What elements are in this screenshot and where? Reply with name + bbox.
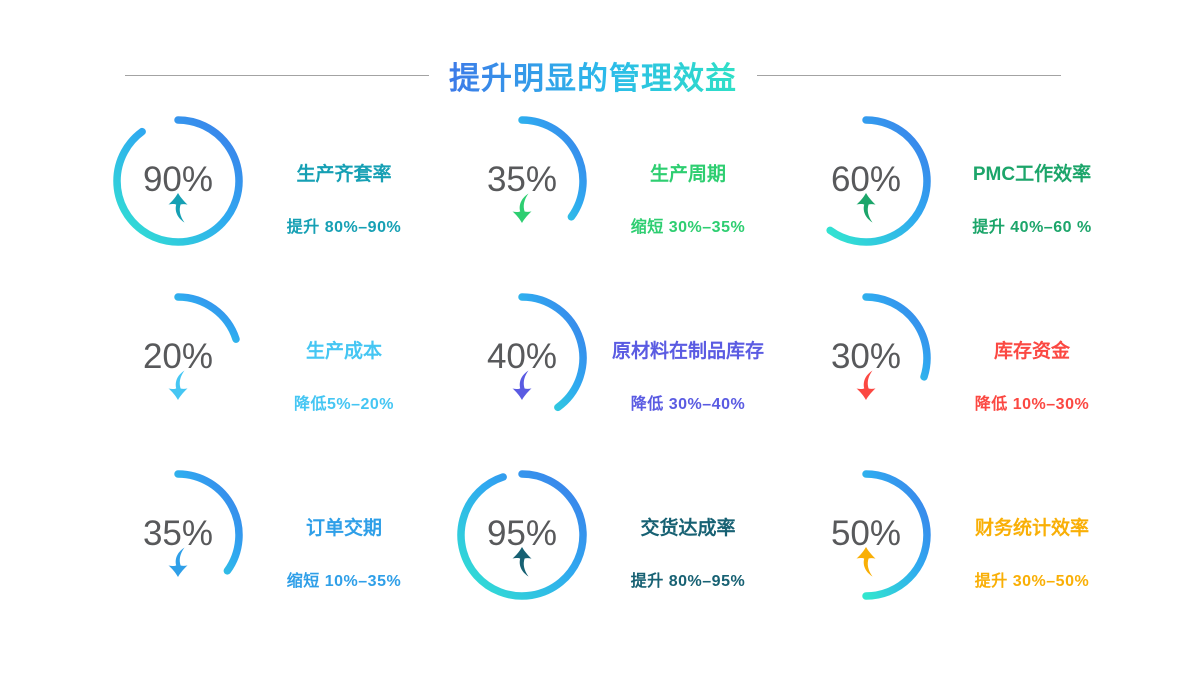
gauge-label: 订单交期 xyxy=(305,518,382,539)
gauge-value: 95% xyxy=(486,514,558,553)
trend-down-icon xyxy=(168,370,188,400)
gauge-info: PMC工作效率 提升 40%–60 % xyxy=(936,115,1128,292)
gauge-card: 90% 生产齐套率 提升 80%–90% xyxy=(112,115,456,292)
gauge-label: PMC工作效率 xyxy=(972,164,1092,185)
gauge-label: 库存资金 xyxy=(993,341,1070,362)
gauge-card: 40% 原材料在制品库存 降低 30%–40% xyxy=(456,292,800,469)
gauge-value: 90% xyxy=(142,160,214,199)
donut-gauge: 20% xyxy=(112,292,244,424)
header-divider-right xyxy=(757,74,1061,76)
gauge-info: 交货达成率 提升 80%–95% xyxy=(592,469,784,646)
gauge-value: 40% xyxy=(486,337,558,376)
gauge-value: 35% xyxy=(486,160,558,199)
gauge-value: 30% xyxy=(830,337,902,376)
gauge-info: 生产成本 降低5%–20% xyxy=(248,292,440,469)
gauge-label: 财务统计效率 xyxy=(974,518,1089,539)
gauge-info: 财务统计效率 提升 30%–50% xyxy=(936,469,1128,646)
gauge-arc xyxy=(174,293,240,343)
gauge-arc xyxy=(862,293,931,381)
gauge-change-text: 缩短 30%–35% xyxy=(630,219,746,236)
gauge-card: 95% 交货达成率 提升 80%–95% xyxy=(456,469,800,646)
gauge-change-text: 降低 10%–30% xyxy=(974,396,1090,413)
gauge-info: 库存资金 降低 10%–30% xyxy=(936,292,1128,469)
trend-up-icon xyxy=(856,193,876,223)
trend-up-icon xyxy=(856,547,876,577)
gauge-value: 20% xyxy=(142,337,214,376)
donut-gauge: 35% xyxy=(456,115,588,247)
gauge-arc xyxy=(518,293,587,412)
gauge-value: 50% xyxy=(830,514,902,553)
gauge-arc xyxy=(113,116,243,246)
trend-down-icon xyxy=(168,547,188,577)
donut-gauge: 90% xyxy=(112,115,244,247)
gauge-arc xyxy=(862,470,931,600)
gauge-card: 50% 财务统计效率 提升 30%–50% xyxy=(800,469,1144,646)
donut-gauge: 30% xyxy=(800,292,932,424)
trend-down-icon xyxy=(856,370,876,400)
gauge-info: 生产周期 缩短 30%–35% xyxy=(592,115,784,292)
trend-up-icon xyxy=(168,193,188,223)
gauge-arc xyxy=(518,116,587,221)
gauge-card: 35% 订单交期 缩短 10%–35% xyxy=(112,469,456,646)
gauge-arc xyxy=(826,116,931,246)
gauge-info: 原材料在制品库存 降低 30%–40% xyxy=(592,292,784,469)
gauge-label: 原材料在制品库存 xyxy=(611,341,764,362)
gauge-change-text: 提升 80%–90% xyxy=(286,219,402,236)
gauge-change-text: 提升 80%–95% xyxy=(630,573,746,590)
gauge-info: 订单交期 缩短 10%–35% xyxy=(248,469,440,646)
gauge-change-text: 提升 30%–50% xyxy=(974,573,1090,590)
gauge-arc xyxy=(457,470,587,600)
donut-gauge: 60% xyxy=(800,115,932,247)
gauge-label: 生产齐套率 xyxy=(296,164,392,185)
page-title: 提升明显的管理效益 xyxy=(449,53,737,98)
gauge-label: 生产周期 xyxy=(649,164,726,185)
gauge-card: 30% 库存资金 降低 10%–30% xyxy=(800,292,1144,469)
gauge-grid: 90% 生产齐套率 提升 80%–90% 35% 生产周期 缩短 30%–35% xyxy=(112,115,1144,646)
gauge-value: 60% xyxy=(830,160,902,199)
donut-gauge: 40% xyxy=(456,292,588,424)
gauge-value: 35% xyxy=(142,514,214,553)
donut-gauge: 35% xyxy=(112,469,244,601)
trend-down-icon xyxy=(512,370,532,400)
gauge-change-text: 提升 40%–60 % xyxy=(972,219,1092,236)
gauge-label: 生产成本 xyxy=(305,341,382,362)
gauge-card: 20% 生产成本 降低5%–20% xyxy=(112,292,456,469)
gauge-arc xyxy=(174,470,243,575)
header-divider-left xyxy=(125,74,429,76)
donut-gauge: 95% xyxy=(456,469,588,601)
slide-header: 提升明显的管理效益 xyxy=(0,56,1186,96)
gauge-change-text: 降低 30%–40% xyxy=(630,396,746,413)
gauge-card: 35% 生产周期 缩短 30%–35% xyxy=(456,115,800,292)
gauge-card: 60% PMC工作效率 提升 40%–60 % xyxy=(800,115,1144,292)
gauge-label: 交货达成率 xyxy=(640,518,736,539)
gauge-info: 生产齐套率 提升 80%–90% xyxy=(248,115,440,292)
gauge-change-text: 降低5%–20% xyxy=(293,396,395,413)
trend-up-icon xyxy=(512,547,532,577)
gauge-change-text: 缩短 10%–35% xyxy=(286,573,402,590)
trend-down-icon xyxy=(512,193,532,223)
donut-gauge: 50% xyxy=(800,469,932,601)
